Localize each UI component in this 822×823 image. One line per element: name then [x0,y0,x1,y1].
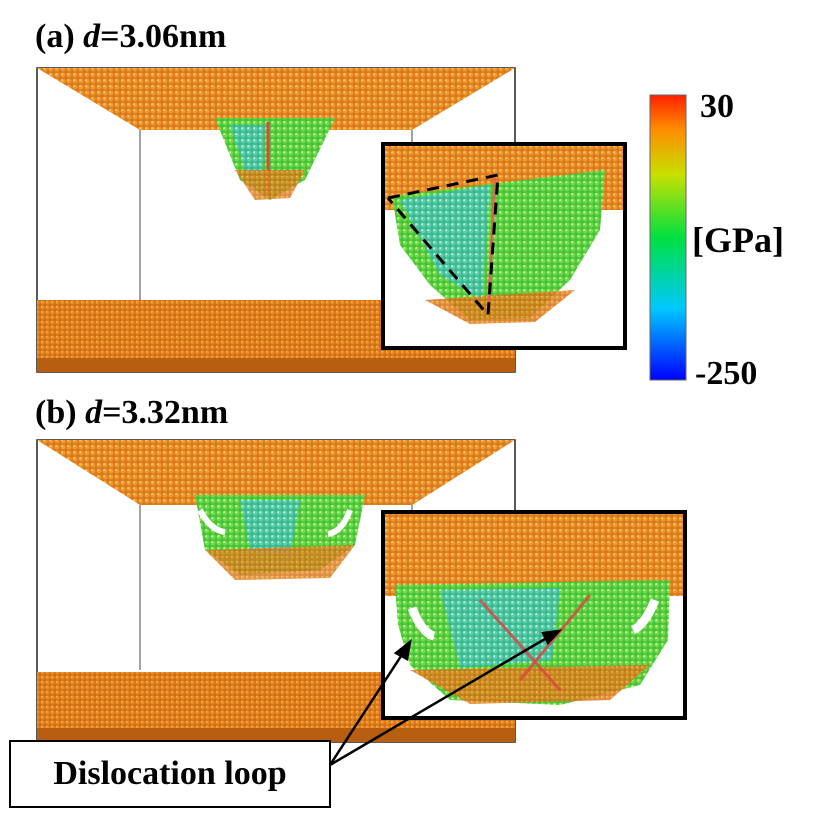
inset-a [381,142,627,350]
inset-b [381,510,687,720]
dislocation-loop-text: Dislocation loop [53,755,287,792]
colorbar-min-label: -250 [695,355,758,392]
colorbar-max-label: 30 [700,88,734,125]
dislocation-loop-callout: Dislocation loop [9,740,331,808]
panel-b-tag: (b) [35,394,77,431]
panel-a-var: d [83,18,101,55]
panel-a-label: (a) d=3.06nm [35,20,226,54]
panel-b-var: d [85,394,103,431]
panel-a-simulation [36,67,516,373]
panel-a-tag: (a) [35,18,75,55]
panel-b-simulation [36,439,516,743]
panel-b-eq: =3.32nm [102,394,229,431]
colorbar-unit-label: [GPa] [692,220,784,260]
annotation-arrows [328,629,563,767]
panel-b-label: (b) d=3.32nm [35,396,228,430]
colorbar [649,94,687,381]
panel-a-eq: =3.06nm [100,18,227,55]
top-indenter-surface-a [37,68,515,130]
top-indenter-surface-b [37,440,515,505]
